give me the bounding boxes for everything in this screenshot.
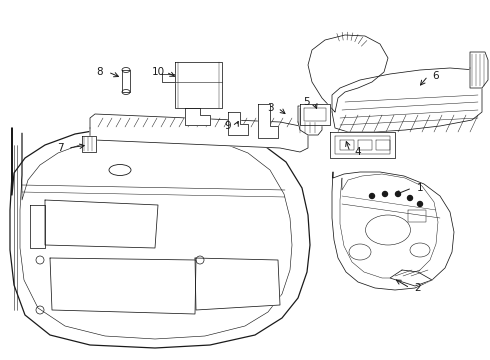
- Polygon shape: [390, 270, 432, 286]
- Polygon shape: [10, 126, 310, 348]
- Text: 7: 7: [57, 143, 63, 153]
- Text: 9: 9: [225, 121, 231, 131]
- Circle shape: [383, 192, 388, 197]
- Polygon shape: [228, 112, 248, 135]
- Polygon shape: [335, 136, 390, 154]
- Text: 3: 3: [267, 103, 273, 113]
- Polygon shape: [258, 104, 278, 138]
- Circle shape: [369, 194, 374, 198]
- Polygon shape: [82, 136, 96, 152]
- Text: 1: 1: [416, 183, 423, 193]
- Polygon shape: [308, 35, 388, 112]
- Polygon shape: [330, 132, 395, 158]
- Polygon shape: [332, 68, 482, 132]
- Polygon shape: [300, 104, 330, 125]
- Text: 2: 2: [415, 283, 421, 293]
- Circle shape: [395, 192, 400, 197]
- Polygon shape: [162, 74, 175, 82]
- Polygon shape: [175, 62, 222, 108]
- Text: 4: 4: [355, 147, 361, 157]
- Polygon shape: [298, 106, 322, 135]
- Polygon shape: [304, 108, 326, 121]
- Polygon shape: [470, 52, 488, 88]
- Text: 8: 8: [97, 67, 103, 77]
- Circle shape: [408, 195, 413, 201]
- Text: 10: 10: [151, 67, 165, 77]
- Polygon shape: [45, 200, 158, 248]
- Polygon shape: [185, 108, 210, 125]
- Polygon shape: [90, 114, 308, 152]
- Circle shape: [417, 202, 422, 207]
- Text: 6: 6: [433, 71, 440, 81]
- Polygon shape: [122, 70, 130, 92]
- Polygon shape: [195, 258, 280, 310]
- Text: 5: 5: [303, 97, 309, 107]
- Polygon shape: [332, 172, 454, 290]
- Polygon shape: [50, 258, 196, 314]
